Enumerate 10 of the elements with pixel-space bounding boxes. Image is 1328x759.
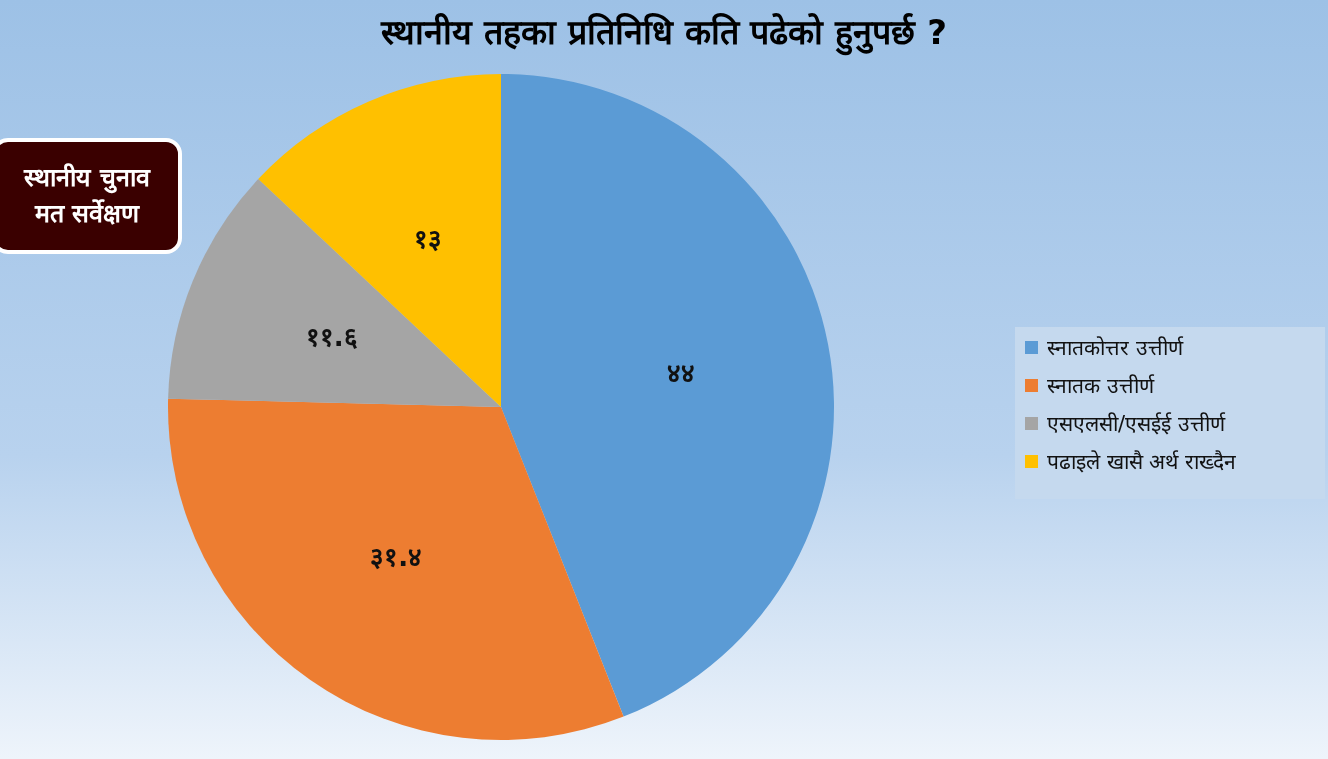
annotation: स्थानीय चुनाव मत सर्वेक्षण — [0, 138, 182, 254]
data-label: १३ — [414, 223, 443, 254]
chart-title: स्थानीय तहका प्रतिनिधि कति पढेको हुनुपर्छ ? — [380, 12, 947, 56]
legend-label: एसएलसी/एसईई उत्तीर्ण — [1047, 412, 1226, 436]
data-label: ३१.४ — [370, 542, 423, 573]
legend-label: स्नातक उत्तीर्ण — [1047, 374, 1155, 398]
legend-label: स्नातकोत्तर उत्तीर्ण — [1047, 336, 1184, 360]
data-label: ४४ — [666, 357, 695, 388]
legend-label: पढाइले खासै अर्थ राख्दैन — [1047, 450, 1237, 474]
data-label: ११.६ — [305, 322, 358, 353]
